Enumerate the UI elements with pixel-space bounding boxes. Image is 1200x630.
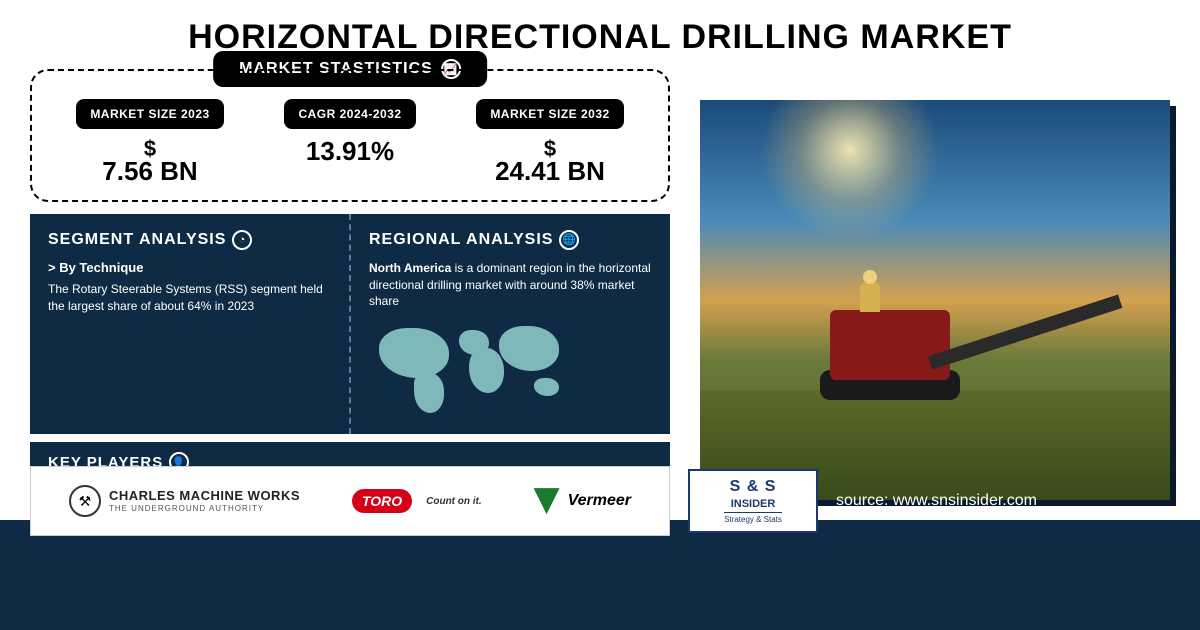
segment-body: The Rotary Steerable Systems (RSS) segme… xyxy=(48,281,331,315)
page-title: HORIZONTAL DIRECTIONAL DRILLING MARKET xyxy=(0,0,1200,69)
player-name: Vermeer xyxy=(568,492,631,510)
player-name: CHARLES MACHINE WORKS xyxy=(109,489,300,502)
sns-insider-logo: S & S INSIDER Strategy & Stats xyxy=(688,469,818,533)
hero-photo xyxy=(700,100,1170,500)
sns-line1: S & S xyxy=(730,478,777,496)
stat-value: 7.56 BN xyxy=(102,156,197,186)
stat-value: 13.91% xyxy=(306,136,394,166)
stat-label: MARKET SIZE 2032 xyxy=(476,99,623,129)
pie-icon: ◔ xyxy=(232,230,252,250)
analysis-row: SEGMENT ANALYSIS ◔ > By Technique The Ro… xyxy=(30,214,670,434)
sns-line3: Strategy & Stats xyxy=(724,512,782,524)
globe-icon: 🌐 xyxy=(559,230,579,250)
drilling-rig-illustration xyxy=(790,240,1070,420)
stat-market-size-2032: MARKET SIZE 2032 $ 24.41 BN xyxy=(450,99,650,186)
footer-background xyxy=(0,520,1200,630)
player-charles-machine-works: ⚒ CHARLES MACHINE WORKS THE UNDERGROUND … xyxy=(69,485,300,517)
cmw-logo-icon: ⚒ xyxy=(69,485,101,517)
player-sub: THE UNDERGROUND AUTHORITY xyxy=(109,505,300,513)
world-map-icon xyxy=(369,318,569,418)
player-toro: TORO Count on it. xyxy=(352,489,482,513)
stat-market-size-2023: MARKET SIZE 2023 $ 7.56 BN xyxy=(50,99,250,186)
market-statistics-box: MARKET STASTISTICS 📈 MARKET SIZE 2023 $ … xyxy=(30,69,670,202)
regional-analysis: REGIONAL ANALYSIS 🌐 North America is a d… xyxy=(351,214,670,434)
toro-logo: TORO xyxy=(352,489,412,513)
stat-cagr: CAGR 2024-2032 13.91% xyxy=(250,99,450,166)
key-players-box: ⚒ CHARLES MACHINE WORKS THE UNDERGROUND … xyxy=(30,466,670,536)
regional-body: North America is a dominant region in th… xyxy=(369,260,652,310)
stat-label: CAGR 2024-2032 xyxy=(284,99,415,129)
source-text: source: www.snsinsider.com xyxy=(836,492,1037,510)
regional-title: REGIONAL ANALYSIS xyxy=(369,231,553,249)
toro-tagline: Count on it. xyxy=(426,496,482,507)
segment-subhead: > By Technique xyxy=(48,260,331,275)
segment-title: SEGMENT ANALYSIS xyxy=(48,231,226,249)
stat-label: MARKET SIZE 2023 xyxy=(76,99,223,129)
sns-line2: INSIDER xyxy=(731,498,776,510)
stat-value: 24.41 BN xyxy=(495,156,605,186)
vermeer-logo-icon xyxy=(534,488,560,514)
player-vermeer: Vermeer xyxy=(534,488,631,514)
segment-analysis: SEGMENT ANALYSIS ◔ > By Technique The Ro… xyxy=(30,214,351,434)
footer-row: ⚒ CHARLES MACHINE WORKS THE UNDERGROUND … xyxy=(30,466,1200,536)
